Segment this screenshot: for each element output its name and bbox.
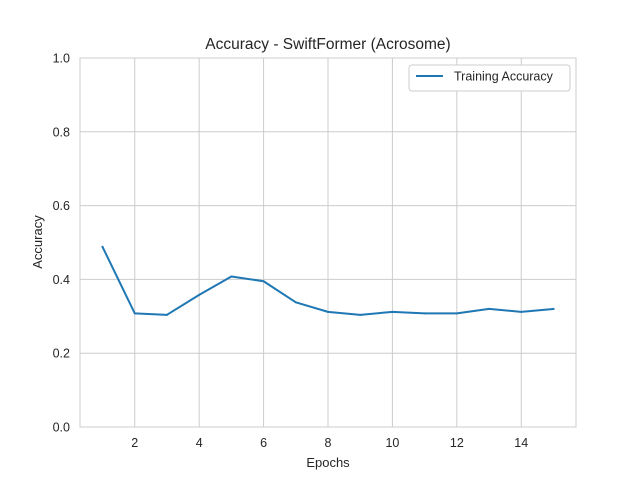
y-tick-label: 0.4 [53, 273, 70, 287]
x-tick-label: 12 [450, 436, 464, 450]
data-point [423, 312, 426, 315]
data-point [230, 275, 233, 278]
data-point [520, 310, 523, 313]
data-point [327, 310, 329, 313]
data-point [294, 301, 297, 304]
chart-title: Accuracy - SwiftFormer (Acrosome) [205, 36, 450, 53]
x-tick-labels: 2 4 6 8 10 12 14 [131, 436, 528, 450]
y-tick-label: 0.6 [53, 199, 70, 213]
y-tick-label: 0.0 [53, 421, 70, 435]
data-point [198, 293, 201, 296]
data-point [552, 307, 555, 310]
legend-label: Training Accuracy [454, 70, 554, 84]
y-tick-labels: 0.0 0.2 0.4 0.6 0.8 1.0 [53, 52, 70, 435]
x-axis-label: Epochs [306, 455, 350, 470]
grid-layer [80, 57, 576, 428]
y-axis-label: Accuracy [30, 215, 45, 269]
y-tick-label: 1.0 [53, 52, 70, 66]
data-point [455, 312, 458, 315]
data-point [262, 280, 265, 283]
data-point [359, 313, 362, 316]
plot-frame [79, 57, 577, 428]
series-layer [101, 245, 555, 316]
legend: Training Accuracy [408, 64, 571, 92]
x-tick-label: 2 [131, 436, 138, 450]
x-tick-label: 10 [385, 436, 399, 450]
x-tick-label: 8 [325, 436, 332, 450]
x-tick-label: 14 [514, 436, 528, 450]
data-point [165, 313, 168, 316]
data-point [391, 310, 394, 313]
legend-box [408, 64, 571, 92]
data-point [488, 307, 491, 310]
data-point [101, 245, 104, 248]
x-tick-label: 4 [196, 436, 203, 450]
y-tick-label: 0.2 [53, 347, 70, 361]
x-tick-label: 6 [260, 436, 267, 450]
y-tick-label: 0.8 [53, 125, 70, 139]
data-point [133, 312, 136, 315]
